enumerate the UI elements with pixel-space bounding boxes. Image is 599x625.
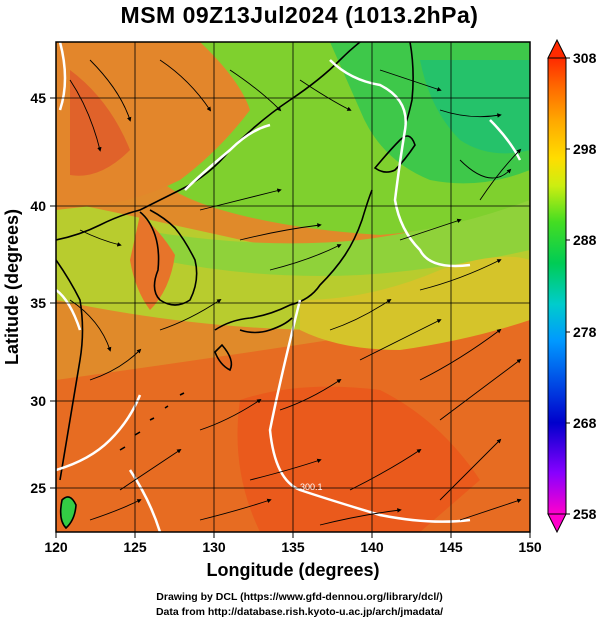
coastlines bbox=[56, 42, 416, 530]
colorbar-max-arrow bbox=[547, 38, 567, 59]
lat-lon-grid bbox=[56, 42, 530, 532]
colorbar-tick-label: 258 bbox=[573, 506, 597, 522]
x-tick-label: 150 bbox=[518, 539, 542, 555]
colorbar-min-arrow bbox=[547, 513, 567, 534]
contour-label: 300.1 bbox=[300, 482, 323, 492]
y-tick-label: 35 bbox=[30, 295, 46, 311]
credit-line-data: Data from http://database.rish.kyoto-u.a… bbox=[155, 606, 444, 618]
x-tick-label: 120 bbox=[44, 539, 68, 555]
wind-streamlines bbox=[69, 59, 522, 526]
x-tick-label: 135 bbox=[281, 539, 305, 555]
x-axis-label: Longitude (degrees) bbox=[206, 560, 379, 580]
x-axis-ticks bbox=[55, 532, 531, 538]
x-tick-label: 125 bbox=[123, 539, 147, 555]
y-tick-label: 25 bbox=[30, 480, 46, 496]
x-tick-label: 130 bbox=[202, 539, 226, 555]
temperature-field bbox=[56, 42, 530, 532]
colorbar-tick-label: 278 bbox=[573, 324, 597, 340]
x-tick-label: 140 bbox=[360, 539, 384, 555]
y-tick-label: 45 bbox=[30, 90, 46, 106]
y-tick-label: 40 bbox=[30, 198, 46, 214]
y-tick-label: 30 bbox=[30, 393, 46, 409]
x-tick-label: 145 bbox=[439, 539, 463, 555]
colorbar-tick-label: 288 bbox=[573, 232, 597, 248]
credits: Drawing by DCL (https://www.gfd-dennou.o… bbox=[0, 590, 599, 620]
credit-line-drawing: Drawing by DCL (https://www.gfd-dennou.o… bbox=[156, 591, 443, 603]
map-figure: 300.1 120 125 130 135 140 145 150 Longit… bbox=[2, 38, 597, 580]
colorbar-tick-label: 298 bbox=[573, 141, 597, 157]
colorbar bbox=[547, 38, 570, 534]
colorbar-tick-label: 308 bbox=[573, 50, 597, 66]
isotherm-contours bbox=[56, 42, 522, 532]
y-axis-label: Latitude (degrees) bbox=[2, 209, 22, 365]
y-axis-ticks bbox=[50, 97, 56, 489]
map-title: MSM 09Z13Jul2024 (1013.2hPa) bbox=[120, 2, 479, 28]
colorbar-tick-label: 268 bbox=[573, 415, 597, 431]
